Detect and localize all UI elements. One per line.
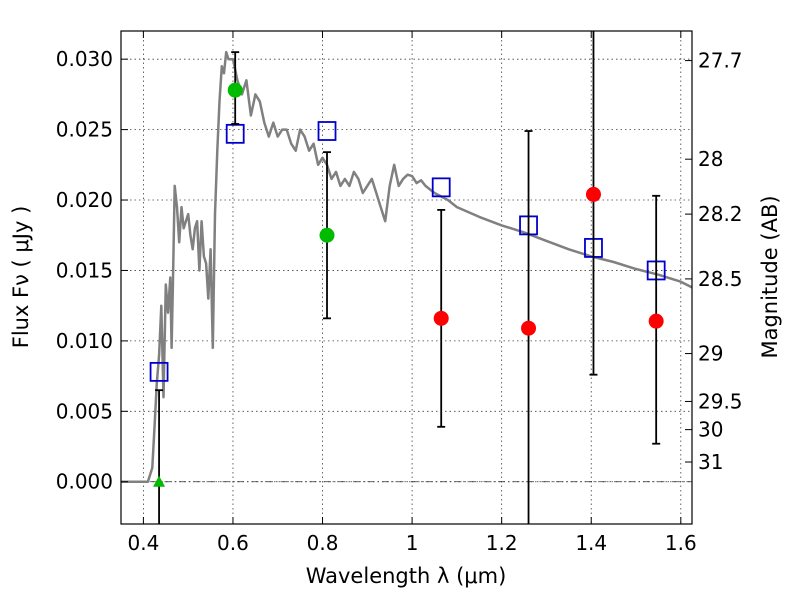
plot-frame (120, 30, 693, 525)
observed-point-triangle (153, 475, 166, 487)
observed-points (153, 82, 664, 487)
model-flux-square (149, 361, 169, 382)
model-flux-squares (149, 121, 666, 382)
y2-tick-label: 28.2 (698, 202, 743, 226)
y-axis-ticks: 0.000 0.005 0.010 0.015 0.020 0.025 0.030 (56, 47, 128, 494)
observed-point (585, 186, 601, 202)
x-tick-label: 1.4 (575, 531, 607, 555)
y2-tick-label: 29.5 (698, 389, 743, 413)
x-tick-label: 0.8 (307, 531, 339, 555)
y-tick-label: 0.005 (56, 399, 113, 423)
x-tick-label: 0.4 (127, 531, 159, 555)
y2-axis-ticks: 27.7 28 28.2 28.5 29 29.5 30 31 (685, 49, 743, 474)
observed-point (227, 82, 243, 98)
y-tick-label: 0.015 (56, 258, 113, 282)
model-flux-square (317, 121, 337, 141)
model-flux-square (431, 177, 451, 198)
observed-point (648, 313, 664, 329)
y-tick-label: 0.010 (56, 329, 113, 353)
y2-tick-label: 29 (698, 342, 723, 366)
y-axis-label: Flux Fν ( μJy ) (9, 206, 33, 349)
model-spectrum-line (121, 50, 693, 483)
x-tick-label: 1.2 (486, 531, 518, 555)
y2-tick-label: 30 (698, 418, 723, 442)
x-tick-label: 1 (406, 531, 419, 555)
y-tick-label: 0.020 (56, 188, 113, 212)
y2-tick-label: 31 (698, 450, 723, 474)
errorbars (155, 31, 661, 524)
model-flux-square (225, 123, 245, 144)
observed-point (433, 310, 449, 326)
y2-tick-label: 27.7 (698, 49, 743, 73)
y2-axis-label: Magnitude (AB) (758, 195, 782, 358)
observed-point (319, 227, 335, 243)
x-axis-label: Wavelength λ (μm) (306, 564, 507, 588)
y2-tick-label: 28.5 (698, 267, 743, 291)
y-tick-label: 0.000 (56, 470, 113, 494)
x-tick-label: 0.6 (217, 531, 249, 555)
y-tick-label: 0.030 (56, 47, 113, 71)
x-axis-ticks: 0.4 0.6 0.8 1 1.2 1.4 1.6 (127, 31, 697, 555)
y-tick-label: 0.025 (56, 118, 113, 142)
x-tick-label: 1.6 (665, 531, 697, 555)
y2-tick-label: 28 (698, 147, 723, 171)
observed-point (521, 320, 537, 336)
